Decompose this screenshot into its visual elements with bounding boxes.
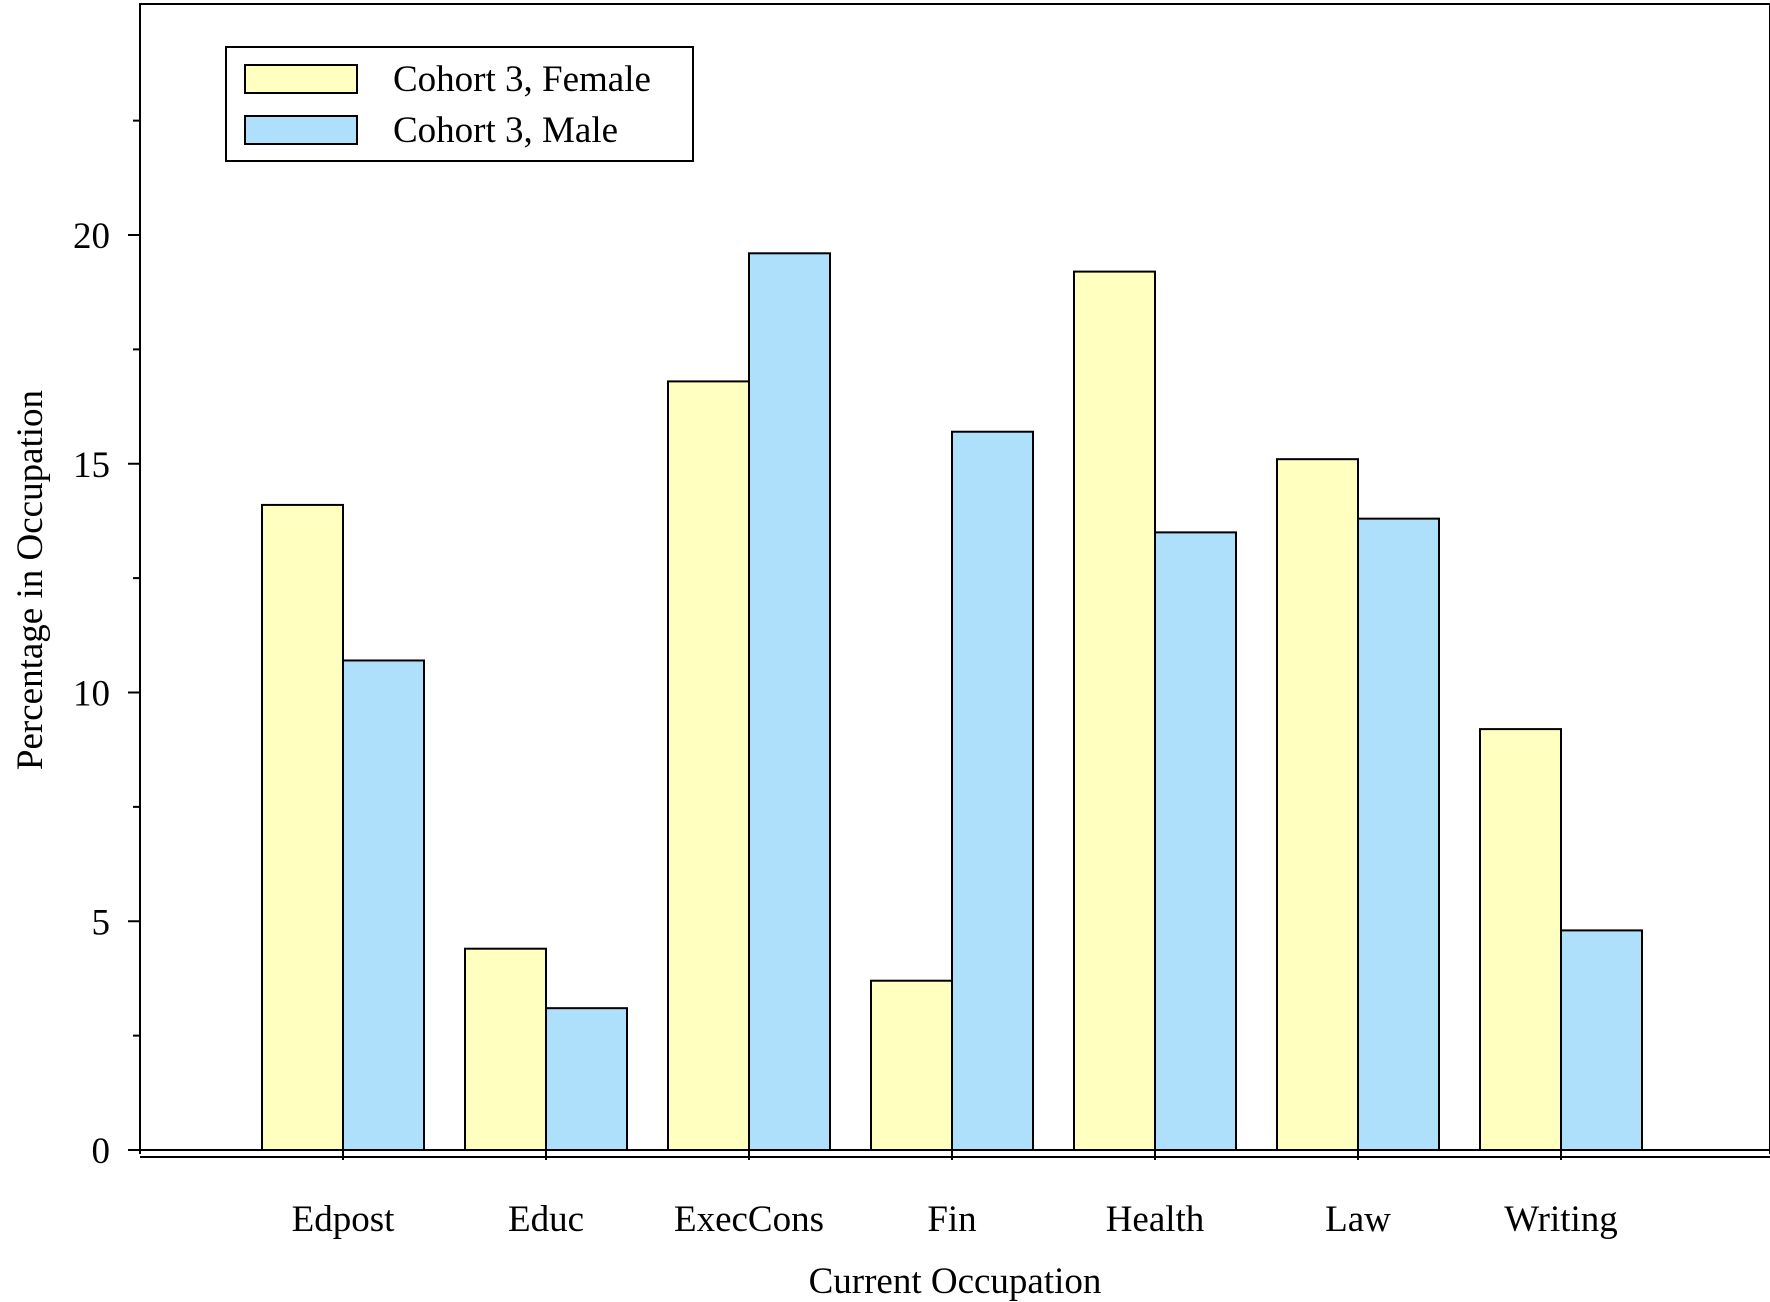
bar-edpost-male — [342, 659, 425, 1151]
x-axis-ticks: Edpost Educ ExecCons Fin Health Law Writing — [292, 1150, 1618, 1240]
y-tick-label: 20 — [73, 216, 110, 257]
bar-health-female — [1073, 270, 1156, 1152]
y-tick-label: 5 — [92, 902, 111, 943]
x-tick-label: Writing — [1504, 1199, 1618, 1240]
y-tick-label: 10 — [73, 674, 110, 715]
bar-writing-male — [1560, 929, 1643, 1152]
bar-educ-female — [464, 947, 547, 1152]
legend-label-female: Cohort 3, Female — [393, 59, 651, 100]
x-tick-label: Law — [1325, 1199, 1391, 1240]
x-tick-label: Educ — [508, 1199, 584, 1240]
x-tick-label: Health — [1106, 1199, 1205, 1240]
x-tick-label: Fin — [927, 1199, 976, 1240]
bars — [261, 252, 1643, 1152]
bar-educ-male — [545, 1007, 628, 1151]
x-tick-label: Edpost — [292, 1199, 396, 1240]
y-axis-ticks: 0 5 10 15 20 — [73, 119, 140, 1172]
legend-swatch-male — [244, 115, 358, 145]
y-tick-label: 0 — [92, 1131, 111, 1172]
y-axis-title: Percentage in Occupation — [10, 390, 51, 770]
bar-fin-male — [951, 430, 1034, 1152]
x-axis-title: Current Occupation — [809, 1261, 1102, 1302]
bar-health-male — [1154, 531, 1237, 1151]
bar-law-female — [1276, 458, 1359, 1151]
legend-swatch-female — [244, 64, 358, 94]
bar-writing-female — [1479, 728, 1562, 1151]
bar-law-male — [1357, 517, 1440, 1151]
y-tick-label: 15 — [73, 445, 110, 486]
bar-fin-female — [870, 979, 953, 1151]
bar-execcons-female — [667, 380, 750, 1151]
legend: Cohort 3, Female Cohort 3, Male — [225, 46, 694, 162]
bar-execcons-male — [748, 252, 831, 1152]
x-tick-label: ExecCons — [674, 1199, 824, 1240]
bar-edpost-female — [261, 503, 344, 1151]
legend-label-male: Cohort 3, Male — [393, 110, 618, 151]
